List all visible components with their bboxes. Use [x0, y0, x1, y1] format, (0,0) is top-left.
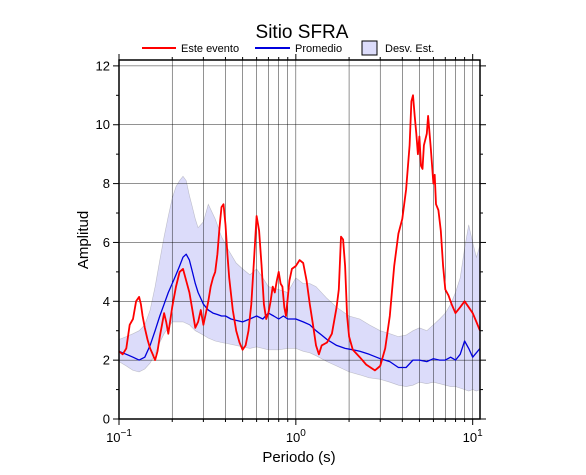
legend-label-mean: Promedio: [295, 43, 342, 55]
x-axis-label: Periodo (s): [262, 449, 335, 466]
y-tick-label: 0: [103, 412, 110, 427]
legend-label-event: Este evento: [181, 43, 239, 55]
series-line-promedio: [118, 253, 481, 369]
y-tick-label: 8: [103, 176, 110, 191]
y-axis-label: Amplitud: [75, 211, 92, 269]
y-tick-label: 6: [103, 235, 110, 250]
plot-frame: [118, 59, 481, 420]
y-tick-label: 2: [103, 353, 110, 368]
x-tick-label: 10−1: [106, 428, 132, 445]
y-tick-label: 10: [96, 117, 110, 132]
x-tick-label: 100: [286, 428, 306, 445]
y-tick-label: 12: [96, 58, 110, 73]
legend-label-band: Desv. Est.: [385, 43, 434, 55]
y-tick-label: 4: [103, 294, 110, 309]
chart-title: Sitio SFRA: [256, 22, 349, 43]
plot-area: 0 2 4 6 8 10 12 10−1 100 101: [96, 54, 486, 445]
series-line-este-evento: [118, 94, 481, 372]
std-band-lower-edge: [118, 321, 481, 392]
std-band: [119, 176, 480, 391]
chart-legend: Este evento Promedio Desv. Est.: [142, 40, 434, 56]
legend-swatch-band: [361, 40, 378, 56]
x-tick-label: 101: [463, 428, 483, 445]
std-band-upper-edge: [118, 175, 481, 340]
